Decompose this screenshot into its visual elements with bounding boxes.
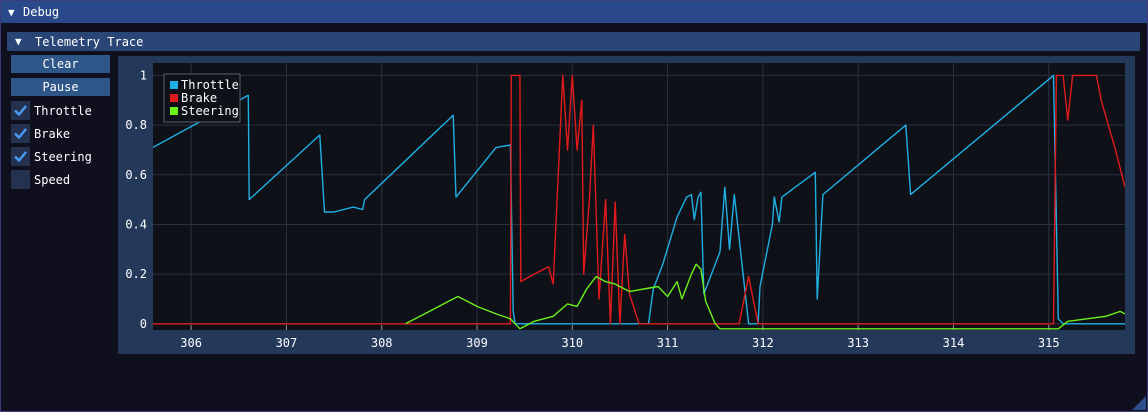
check-icon xyxy=(14,105,27,117)
speed-checkbox[interactable]: Speed xyxy=(11,170,70,189)
resize-grip-icon[interactable] xyxy=(1132,396,1146,410)
checkbox-label: Throttle xyxy=(34,103,92,118)
x-tick-label: 309 xyxy=(466,336,488,350)
checkbox-label: Brake xyxy=(34,126,71,141)
series-line-brake xyxy=(153,74,1125,325)
x-tick-label: 315 xyxy=(1038,336,1060,350)
checkbox-box[interactable] xyxy=(11,124,30,143)
checkbox-box[interactable] xyxy=(11,101,30,120)
window-title: Debug xyxy=(23,5,60,19)
series-line-throttle xyxy=(153,74,1125,325)
throttle-checkbox[interactable]: Throttle xyxy=(11,101,92,120)
y-tick-label: 0.2 xyxy=(125,267,147,281)
legend-swatch-brake[interactable] xyxy=(170,94,178,102)
x-tick-label: 314 xyxy=(943,336,965,350)
x-tick-label: 311 xyxy=(657,336,679,350)
y-tick-label: 0.4 xyxy=(125,217,147,231)
x-tick-label: 308 xyxy=(371,336,393,350)
x-tick-label: 313 xyxy=(847,336,869,350)
x-tick-label: 312 xyxy=(752,336,774,350)
telemetry-plot[interactable]: 0 0.2 0.4 0.6 0.8 1 306 307 308 309 310 311 312 313 31… xyxy=(118,56,1135,354)
clear-button[interactable]: Clear xyxy=(11,55,110,73)
checkbox-label: Speed xyxy=(34,172,71,187)
legend-label-brake[interactable]: Brake xyxy=(181,91,217,105)
checkbox-label: Steering xyxy=(34,149,92,164)
check-icon xyxy=(14,128,27,140)
section-title: Telemetry Trace xyxy=(35,34,144,49)
plot-area[interactable] xyxy=(153,63,1125,330)
x-tick-label: 307 xyxy=(276,336,298,350)
collapse-arrow-icon[interactable]: ▼ xyxy=(8,5,15,19)
x-tick-label: 310 xyxy=(561,336,583,350)
series-line-steering xyxy=(405,263,1125,330)
window-titlebar[interactable]: ▼ Debug xyxy=(1,1,1147,23)
y-tick-label: 1 xyxy=(140,68,147,82)
y-tick-label: 0.6 xyxy=(125,168,147,182)
telemetry-plot-svg[interactable]: 0 0.2 0.4 0.6 0.8 1 306 307 308 309 310 311 312 313 31… xyxy=(118,56,1135,354)
check-icon xyxy=(14,151,27,163)
legend-swatch-steering[interactable] xyxy=(170,107,178,115)
x-tick-label: 306 xyxy=(180,336,202,350)
checkbox-box[interactable] xyxy=(11,170,30,189)
legend-swatch-throttle[interactable] xyxy=(170,81,178,89)
steering-checkbox[interactable]: Steering xyxy=(11,147,92,166)
y-tick-label: 0.8 xyxy=(125,118,147,132)
brake-checkbox[interactable]: Brake xyxy=(11,124,70,143)
legend-label-steering[interactable]: Steering xyxy=(181,104,239,118)
telemetry-trace-header[interactable]: ▼ Telemetry Trace xyxy=(7,32,1140,51)
legend-label-throttle[interactable]: Throttle xyxy=(181,78,239,92)
pause-button[interactable]: Pause xyxy=(11,78,110,96)
checkbox-box[interactable] xyxy=(11,147,30,166)
y-tick-label: 0 xyxy=(140,317,147,331)
collapse-arrow-icon[interactable]: ▼ xyxy=(15,35,22,48)
